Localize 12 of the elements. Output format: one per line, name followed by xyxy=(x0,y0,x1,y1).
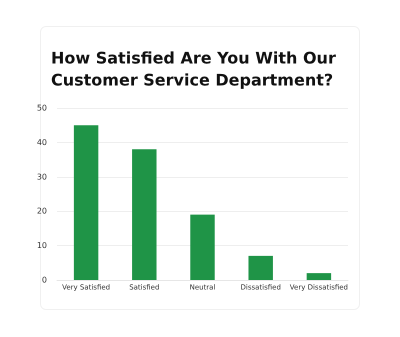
bar xyxy=(132,149,157,280)
y-tick-label: 10 xyxy=(36,241,47,250)
y-tick-label: 50 xyxy=(36,104,47,112)
y-tick-label: 20 xyxy=(36,206,47,216)
y-tick-label: 30 xyxy=(36,172,47,182)
bar xyxy=(248,256,273,280)
y-tick-label: 0 xyxy=(42,276,47,284)
chart-title: How Satisfied Are You With Our Customer Service Department? xyxy=(51,48,336,90)
y-tick-label: 40 xyxy=(36,138,47,147)
bar xyxy=(190,214,215,280)
bar xyxy=(306,273,332,280)
bar xyxy=(74,125,98,280)
